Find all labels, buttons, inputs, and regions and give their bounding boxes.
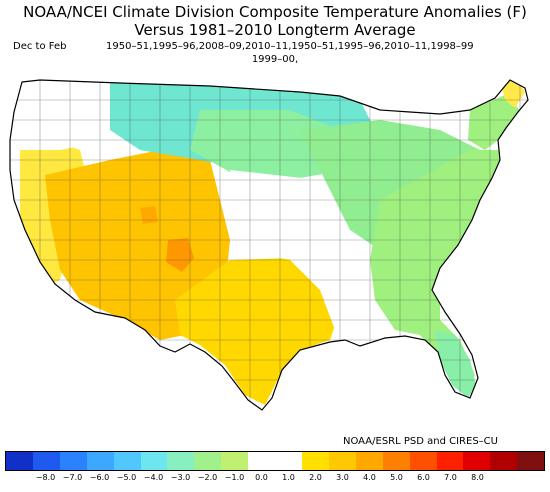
colorbar-segment xyxy=(6,452,33,470)
composite-years-line2: 1999–00, xyxy=(251,54,299,65)
colorbar-segment xyxy=(140,452,168,470)
colorbar-tick-label: 2.0 xyxy=(309,473,322,482)
colorbar-segment xyxy=(221,452,249,470)
colorbar-segment xyxy=(355,452,383,470)
colorbar-tick-label: 4.0 xyxy=(363,473,376,482)
colorbar-segment xyxy=(463,452,491,470)
colorbar-segment xyxy=(86,452,114,470)
colorbar-tick-label: −6.0 xyxy=(89,473,110,482)
colorbar-segment xyxy=(301,452,329,470)
colorbar-segment xyxy=(167,452,195,470)
colorbar-tick-label: −1.0 xyxy=(224,473,245,482)
colorbar-tick-label: 8.0 xyxy=(471,473,484,482)
colorbar-segment xyxy=(409,452,437,470)
composite-years-line1: 1950–51,1995–96,2008–09,2010–11,1950–51,… xyxy=(106,41,474,52)
us-anomaly-map xyxy=(9,79,529,411)
colorbar-segment xyxy=(328,452,356,470)
colorbar-tick-label: −2.0 xyxy=(197,473,218,482)
anomaly-colorbar xyxy=(5,451,545,471)
colorbar-tick-labels: −8.0 −7.0 −6.0 −5.0 −4.0 −3.0 −2.0 −1.0 0.0 1.0 2.… xyxy=(5,473,545,487)
colorbar-segment xyxy=(194,452,222,470)
colorbar-tick-label: 6.0 xyxy=(417,473,430,482)
colorbar-tick-label: 7.0 xyxy=(444,473,457,482)
colorbar-segment xyxy=(490,452,518,470)
data-credit: NOAA/ESRL PSD and CIRES–CU xyxy=(343,436,498,447)
colorbar-tick-label: −8.0 xyxy=(35,473,56,482)
colorbar-tick-label: −7.0 xyxy=(62,473,83,482)
anomaly-regions xyxy=(10,80,528,410)
colorbar-segment xyxy=(382,452,410,470)
colorbar-segment xyxy=(436,452,464,470)
colorbar-segment xyxy=(59,452,87,470)
colorbar-tick-label: −5.0 xyxy=(116,473,137,482)
colorbar-tick-label: −3.0 xyxy=(170,473,191,482)
colorbar-segment xyxy=(248,452,276,470)
colorbar-tick-label: 0.0 xyxy=(255,473,268,482)
map-subtitle: Versus 1981–2010 Longterm Average xyxy=(134,21,416,39)
colorbar-segment xyxy=(275,452,302,470)
colorbar-segment xyxy=(113,452,141,470)
colorbar-tick-label: −4.0 xyxy=(143,473,164,482)
season-label: Dec to Feb xyxy=(13,41,67,52)
colorbar-tick-label: 3.0 xyxy=(336,473,349,482)
colorbar-tick-label: 5.0 xyxy=(390,473,403,482)
map-title: NOAA/NCEI Climate Division Composite Tem… xyxy=(23,3,527,21)
colorbar-tick-label: 1.0 xyxy=(282,473,295,482)
colorbar-segment xyxy=(517,452,545,470)
colorbar-segment xyxy=(32,452,60,470)
